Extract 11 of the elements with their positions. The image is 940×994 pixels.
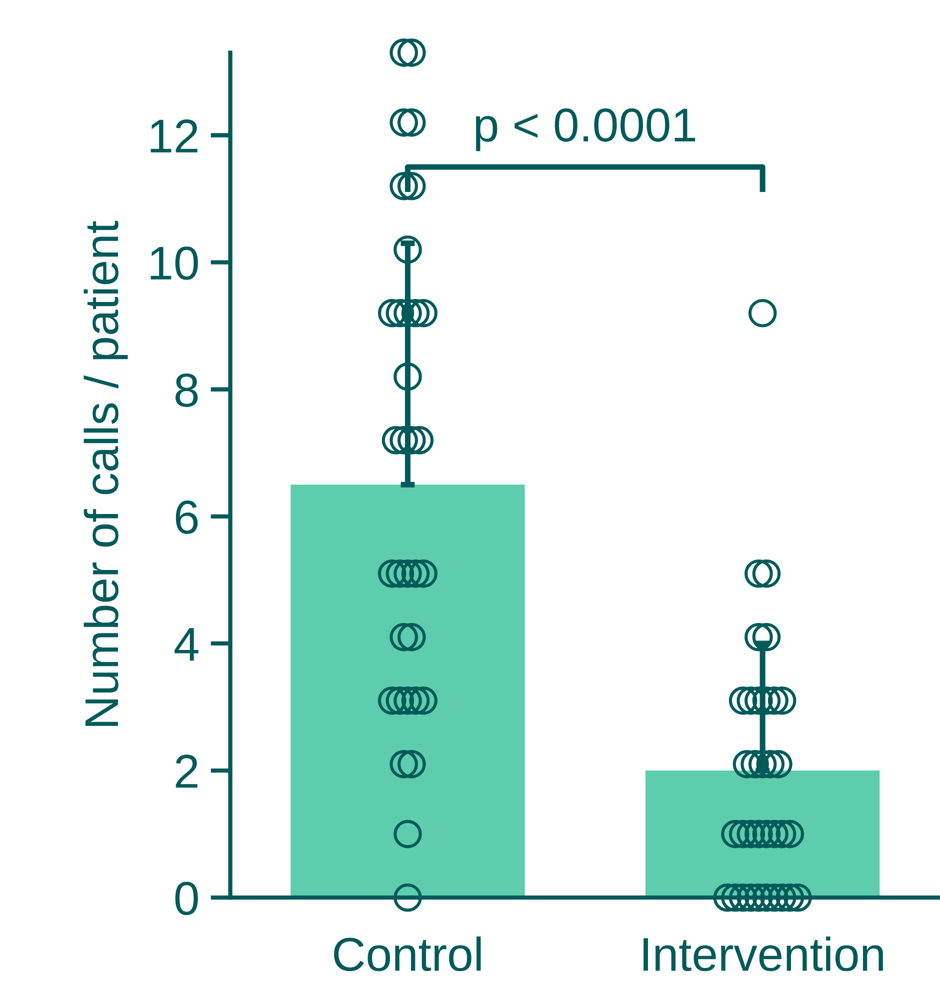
y-tick-label: 10: [150, 246, 198, 280]
y-tick-label: 4: [174, 628, 198, 661]
y-axis-title: Number of calls / patient: [84, 220, 128, 726]
y-tick-label: 8: [176, 374, 198, 407]
y-tick-label: 6: [176, 500, 198, 534]
y-tick-label: 2: [176, 754, 198, 788]
x-tick-label: Control: [334, 936, 481, 972]
y-tick-label: 12: [150, 119, 198, 152]
x-tick-label: Intervention: [644, 936, 883, 972]
y-tick-label: 0: [175, 882, 198, 916]
annotation: p < 0.0001: [476, 108, 696, 152]
